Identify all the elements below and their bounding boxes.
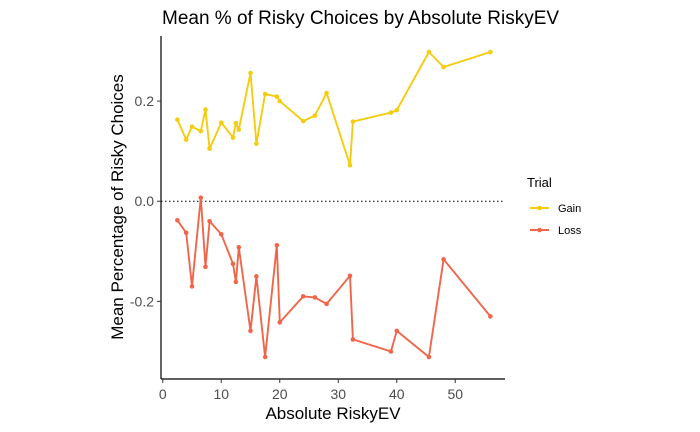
data-point-gain	[254, 141, 259, 146]
data-point-gain	[175, 117, 180, 122]
legend-items: Gain Loss	[530, 203, 582, 237]
legend-key-point-loss	[537, 227, 542, 233]
data-point-gain	[312, 113, 318, 118]
legend-key-point-gain	[537, 205, 542, 211]
data-point-gain	[183, 137, 189, 142]
data-point-loss	[254, 274, 259, 279]
data-point-gain	[189, 124, 195, 129]
data-point-loss	[394, 328, 400, 334]
data-point-gain	[230, 135, 236, 140]
data-point-loss	[262, 354, 268, 360]
data-point-loss	[248, 328, 253, 334]
x-tick-label: 10	[213, 386, 229, 402]
x-axis-ticks: 0 10 20 30 40 50	[159, 379, 463, 402]
data-point-gain	[236, 127, 242, 132]
data-point-gain	[218, 120, 224, 125]
data-point-loss	[350, 337, 356, 342]
data-point-loss	[230, 261, 236, 267]
data-point-gain	[426, 49, 432, 55]
data-point-gain	[207, 146, 212, 151]
data-point-loss	[203, 264, 208, 270]
data-point-gain	[324, 90, 329, 96]
data-point-gain	[277, 98, 283, 104]
x-tick-label: 40	[389, 386, 405, 402]
data-point-loss	[347, 273, 353, 279]
data-point-gain	[233, 120, 239, 126]
series-line-loss	[176, 196, 492, 358]
y-axis-title: Mean Percentage of Risky Choices	[108, 74, 127, 340]
data-point-loss	[488, 314, 493, 319]
data-point-loss	[312, 295, 318, 300]
data-point-loss	[426, 354, 432, 360]
data-point-gain	[394, 107, 400, 113]
data-point-loss	[324, 301, 329, 307]
data-point-gain	[388, 110, 394, 115]
data-point-loss	[274, 243, 280, 248]
data-point-loss	[236, 245, 242, 250]
data-point-gain	[300, 118, 306, 124]
data-point-gain	[248, 70, 253, 76]
data-point-loss	[175, 217, 180, 223]
data-point-loss	[189, 284, 195, 289]
data-point-gain	[347, 162, 353, 168]
data-point-loss	[207, 218, 212, 224]
y-axis-ticks: -0.2 0.0 0.2	[130, 93, 161, 309]
x-tick-label: 0	[159, 386, 167, 402]
y-tick-label: 0.0	[135, 193, 155, 209]
data-point-gain	[441, 64, 446, 70]
x-axis-title: Absolute RiskyEV	[265, 404, 401, 423]
data-point-loss	[300, 294, 306, 299]
data-point-gain	[203, 107, 208, 112]
chart-title: Mean % of Risky Choices by Absolute Risk…	[162, 8, 559, 29]
data-point-gain	[350, 119, 356, 124]
data-point-loss	[183, 230, 189, 236]
data-point-loss	[198, 195, 204, 201]
x-tick-label: 30	[330, 386, 346, 402]
legend-label-gain: Gain	[558, 203, 581, 215]
legend-title: Trial	[527, 175, 552, 190]
data-point-gain	[262, 91, 268, 97]
data-point-loss	[277, 320, 283, 325]
data-point-loss	[388, 349, 394, 354]
legend: Trial Gain Loss	[527, 175, 582, 237]
data-point-loss	[441, 257, 446, 262]
y-tick-label: -0.2	[130, 293, 154, 309]
data-point-gain	[274, 94, 280, 99]
legend-label-loss: Loss	[558, 225, 582, 237]
x-tick-label: 20	[272, 386, 288, 402]
plot-area	[161, 49, 505, 360]
data-point-gain	[488, 49, 493, 55]
y-tick-label: 0.2	[135, 93, 155, 109]
data-point-gain	[198, 128, 204, 134]
data-point-loss	[233, 279, 239, 285]
x-tick-label: 50	[447, 386, 463, 402]
data-point-loss	[218, 231, 224, 237]
